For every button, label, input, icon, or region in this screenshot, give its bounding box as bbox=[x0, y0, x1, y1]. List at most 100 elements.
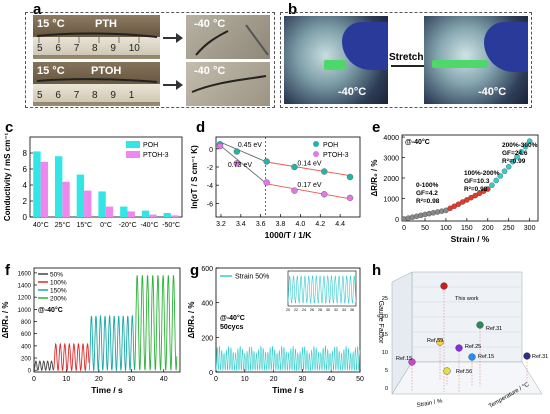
legend-marker bbox=[313, 151, 319, 157]
data-point bbox=[510, 158, 516, 165]
row1-sample-name: PTH bbox=[95, 18, 117, 30]
point-label: Ref.31 bbox=[486, 326, 502, 332]
y-tick-label: 1000 bbox=[383, 196, 399, 203]
x-tick-label: 4.0 bbox=[296, 221, 306, 228]
panel-a-frame bbox=[25, 12, 275, 108]
y-tick-label: 4000 bbox=[383, 135, 399, 142]
legend-label: 50% bbox=[50, 272, 63, 279]
y-tick-label: 4 bbox=[23, 181, 28, 190]
fit-line bbox=[266, 161, 351, 177]
x-tick-label: 0 bbox=[32, 376, 36, 383]
ruler-digits-row2: 5 6 7 8 9 1 bbox=[37, 90, 135, 101]
z-tick-label: 20 bbox=[382, 314, 388, 320]
point bbox=[455, 344, 463, 352]
point-POH bbox=[263, 158, 270, 165]
y-tick-label: -2 bbox=[207, 165, 213, 172]
point bbox=[408, 358, 416, 366]
chart-d-arrhenius: 3.2 3.4 3.6 3.8 4.0 4.2 4.4 0 -2 -4 -6 0.45 eV 0.14 … bbox=[190, 136, 361, 240]
bar-POH bbox=[54, 156, 63, 217]
point-label: Ref.56 bbox=[456, 369, 472, 375]
x-tick-label: 20 bbox=[270, 376, 278, 383]
inset-tick-label: 22 bbox=[294, 308, 298, 312]
y-tick-label: 1400 bbox=[18, 284, 32, 290]
y-tick-label: 3000 bbox=[383, 156, 399, 163]
x-tick-label: 10 bbox=[63, 376, 71, 383]
y-tick-label: 2 bbox=[23, 197, 28, 206]
inset-tick-label: 28 bbox=[318, 308, 322, 312]
x-tick-label: 50 bbox=[421, 225, 429, 232]
x-tick-label: 4.2 bbox=[315, 221, 325, 228]
panel-label-h: h bbox=[372, 262, 382, 279]
point bbox=[523, 352, 531, 360]
segment-annotation: GF=24.6 bbox=[502, 150, 528, 157]
legend-label: POH bbox=[143, 142, 158, 149]
y-axis-label: ΔR/R₀ / % bbox=[370, 160, 379, 197]
x-tick-label: 0 bbox=[214, 376, 218, 383]
data-point bbox=[497, 173, 504, 179]
photo-pth-cold: -40 °C bbox=[186, 15, 270, 59]
row2-cold-label: -40 °C bbox=[194, 65, 226, 77]
data-point bbox=[489, 182, 495, 188]
point-PTOH-3 bbox=[321, 191, 328, 198]
b-right-temp: -40°C bbox=[478, 86, 507, 98]
point bbox=[468, 353, 476, 361]
y-tick-label: 400 bbox=[21, 344, 32, 350]
segment-annotation: R²=0.98 bbox=[416, 198, 440, 205]
y-tick-label: -4 bbox=[207, 183, 213, 190]
point-PTOH-3 bbox=[233, 160, 241, 167]
y-tick-label: 200 bbox=[21, 357, 32, 363]
x-axis-label: Strain / % bbox=[451, 234, 490, 244]
legend-label: 100% bbox=[50, 280, 67, 287]
point-POH bbox=[233, 148, 241, 155]
annotation: 0.73 eV bbox=[228, 162, 252, 169]
segment-annotation: R²=0.98 bbox=[464, 186, 488, 193]
z-tick-label: 25 bbox=[382, 296, 388, 302]
data-point bbox=[501, 168, 508, 174]
x-tick-label: -50°C bbox=[162, 221, 180, 229]
panel-label-a: a bbox=[33, 1, 42, 18]
x-tick-label: 3.8 bbox=[276, 221, 286, 228]
x-tick-label: 40°C bbox=[33, 221, 49, 229]
x-tick-label: 200 bbox=[482, 225, 494, 232]
x-tick-label: 50 bbox=[356, 376, 364, 383]
data-point bbox=[493, 177, 499, 184]
inset-tick-label: 20 bbox=[286, 308, 290, 312]
z-tick-label: 5 bbox=[385, 368, 388, 374]
bar-POH bbox=[141, 210, 150, 217]
y-tick-label: 6 bbox=[23, 165, 28, 174]
x-tick-label: 40 bbox=[327, 376, 335, 383]
inset-tick-label: 26 bbox=[310, 308, 314, 312]
bar-PTOH-3 bbox=[127, 211, 135, 217]
x-tick-label: 0 bbox=[402, 225, 406, 232]
data-point bbox=[472, 192, 478, 199]
annotation: 0.17 eV bbox=[297, 182, 321, 189]
row1-cold-label: -40 °C bbox=[194, 18, 226, 30]
z-tick-label: 10 bbox=[382, 350, 388, 356]
stretch-label: Stretch bbox=[389, 52, 424, 63]
annotation: 0.45 eV bbox=[238, 142, 262, 149]
segment-annotation: GF=4.2 bbox=[416, 190, 438, 197]
data-point bbox=[485, 186, 491, 192]
point bbox=[476, 321, 484, 329]
bar-POH bbox=[33, 151, 41, 217]
x-tick-label: 25°C bbox=[55, 221, 71, 229]
x-tick-label: 30 bbox=[299, 376, 307, 383]
data-point bbox=[518, 149, 525, 155]
x-tick-label: 300 bbox=[524, 225, 536, 232]
plot-frame bbox=[33, 267, 181, 373]
point-POH bbox=[346, 173, 354, 181]
panel-label-g: g bbox=[190, 262, 200, 279]
legend-label: POH bbox=[323, 142, 338, 149]
inset-tick-label: 30 bbox=[326, 308, 330, 312]
y-tick-label: 600 bbox=[201, 266, 213, 273]
point-PTOH-3 bbox=[216, 142, 224, 150]
chart-c-conductivity: 0 2 4 6 8 40°C 25°C 15°C 0°C -20°C -40°C -50°C Condu… bbox=[3, 133, 183, 229]
legend-swatch bbox=[126, 141, 140, 148]
inset-line bbox=[287, 274, 357, 305]
x-tick-label: 0°C bbox=[100, 221, 112, 229]
y-tick-label: 2000 bbox=[383, 176, 399, 183]
x-axis-label: Time / s bbox=[272, 385, 304, 395]
y-tick-label: 0 bbox=[209, 147, 213, 154]
x-tick-label: -20°C bbox=[119, 221, 137, 229]
